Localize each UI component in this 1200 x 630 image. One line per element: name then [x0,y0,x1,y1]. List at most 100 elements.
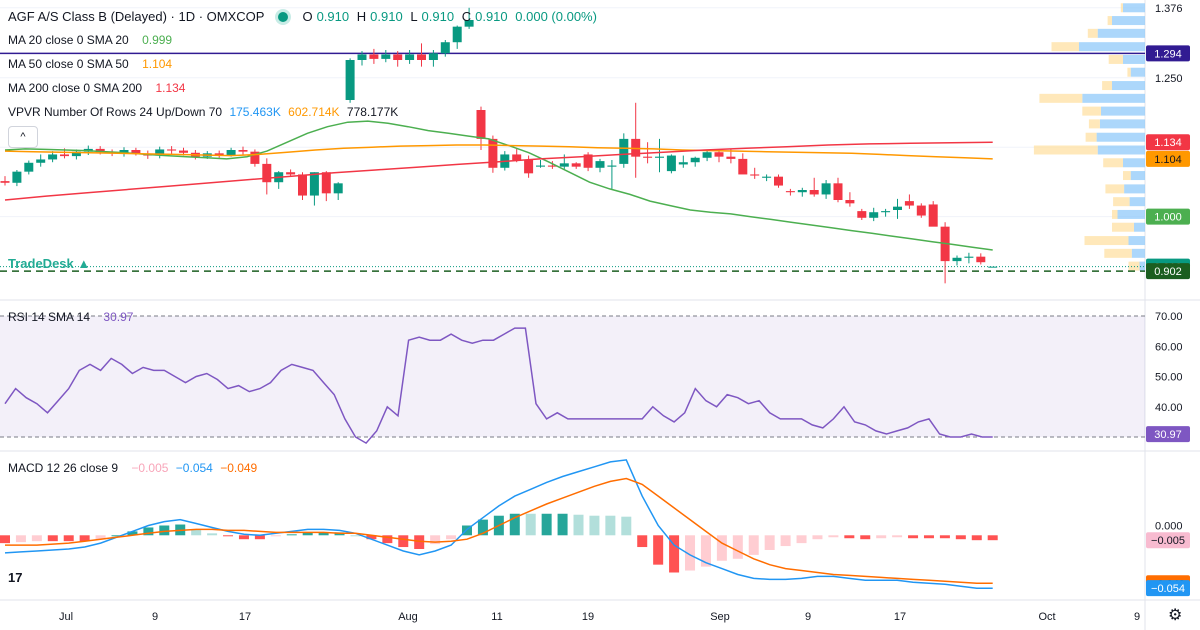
candle-body [976,256,986,263]
candle-body [0,181,10,183]
macd-signal-value: −0.049 [220,461,258,475]
gear-icon[interactable]: ⚙ [1168,607,1183,624]
candle-body [119,150,129,154]
macd-legend[interactable]: MACD 12 26 close 9 −0.005 −0.054 −0.049 [8,461,261,475]
macd-histogram-bar [892,535,903,538]
ma50-legend[interactable]: MA 50 close 0 SMA 50 1.104 [8,57,176,71]
macd-histogram-bar [780,535,791,547]
vpvr-down-bar [1102,81,1112,91]
price-badge [1146,150,1190,167]
macd-histogram-bar [828,535,839,538]
rsi-legend[interactable]: RSI 14 SMA 14 30.97 [8,310,137,324]
vpvr-down-bar [1103,158,1123,168]
ma200-label: MA 200 close 0 SMA 200 [8,81,143,95]
macd-histogram-bar [525,513,536,536]
macd-histogram-bar [748,535,759,555]
vpvr-up-bar [1096,132,1145,142]
macd-histogram-bar [589,515,600,536]
macd-histogram-bar [238,535,249,540]
macd-histogram-bar [716,535,727,561]
price-badge [1146,45,1190,62]
candle-body [440,42,450,54]
candle-body [655,156,664,158]
vpvr-total-value: 778.177K [346,105,399,119]
candle-body [738,158,748,175]
vpvr-down-bar [1128,261,1140,271]
vpvr-down-bar [1033,145,1098,155]
candle-body [95,148,105,153]
candle-body [321,172,331,194]
ma50-value: 1.104 [142,57,173,71]
macd-hist-value: −0.005 [131,461,169,475]
rsi-line [4,327,993,445]
macd-histogram-bar [955,535,966,540]
vpvr-down-bar [1051,42,1079,52]
candle-body [714,152,724,157]
vpvr-legend[interactable]: VPVR Number Of Rows 24 Up/Down 70 175.46… [8,105,402,119]
candle-body [476,110,486,139]
tradedesk-label[interactable]: TradeDesk ▲ [8,256,91,271]
macd-histogram-bar [31,535,42,542]
macd-badge [1146,580,1190,597]
price-badge [1146,208,1190,225]
candle-body [286,172,296,175]
macd-histogram-bar [653,535,664,565]
vpvr-down-bar [1082,106,1101,116]
candle-body [262,163,272,183]
vpvr-down-bar [1127,67,1131,77]
ma20-label: MA 20 close 0 SMA 20 [8,33,129,47]
macd-histogram-bar [573,514,584,536]
macd-histogram-bar [796,535,807,544]
candle-body [131,150,141,154]
time-axis-label: Aug [398,611,418,623]
candle-body [666,155,676,172]
candle-body [226,150,236,156]
ma200-line [4,141,993,201]
rsi-band [0,316,1145,437]
macd-histogram-bar [0,535,10,544]
vpvr-up-bar [1101,106,1145,116]
candle-body [595,161,605,168]
candle-body [536,165,545,167]
candle-body [583,154,593,168]
vpvr-up-bar [1128,236,1145,246]
price-badge-label: 1.000 [1154,212,1182,224]
tradingview-logo-icon[interactable]: 17 [8,570,23,585]
candle-body [71,151,81,157]
ma50-label: MA 50 close 0 SMA 50 [8,57,129,71]
candle-body [809,190,819,195]
price-badge-label: 1.134 [1154,137,1182,149]
time-axis-label: Sep [710,611,730,623]
ma200-value: 1.134 [155,81,186,95]
macd-histogram-bar [812,535,823,540]
time-axis-label: 19 [582,611,594,623]
vpvr-down-bar [1108,54,1123,64]
candle-body [405,54,415,60]
macd-histogram-bar [350,535,361,537]
macd-signal-line [5,477,993,585]
candle-body [988,266,998,268]
macd-histogram-bar [971,535,982,541]
candle-body [345,60,355,100]
price-badge [1146,263,1190,280]
candle-body [357,54,367,60]
vpvr-up-bar [1130,171,1145,181]
candle-body [48,154,58,160]
candle-body [821,183,831,195]
price-tick-label: 1.376 [1155,3,1183,15]
collapse-legend-button[interactable]: ^ [8,126,38,148]
macd-histogram-bar [987,535,998,541]
macd-histogram-bar [79,535,90,542]
ma200-legend[interactable]: MA 200 close 0 SMA 200 1.134 [8,81,189,95]
ma20-legend[interactable]: MA 20 close 0 SMA 20 0.999 [8,33,176,47]
open-value: 0.910 [316,9,350,24]
rsi-tick-label: 60.00 [1155,341,1183,353]
rsi-badge-label: 30.97 [1154,429,1182,441]
macd-histogram-bar [223,535,234,537]
candle-body [845,200,855,204]
vpvr-up-bar [1134,222,1145,232]
candle-body [643,156,653,158]
vpvr-down-bar [1120,3,1123,13]
macd-histogram-bar [637,535,648,548]
